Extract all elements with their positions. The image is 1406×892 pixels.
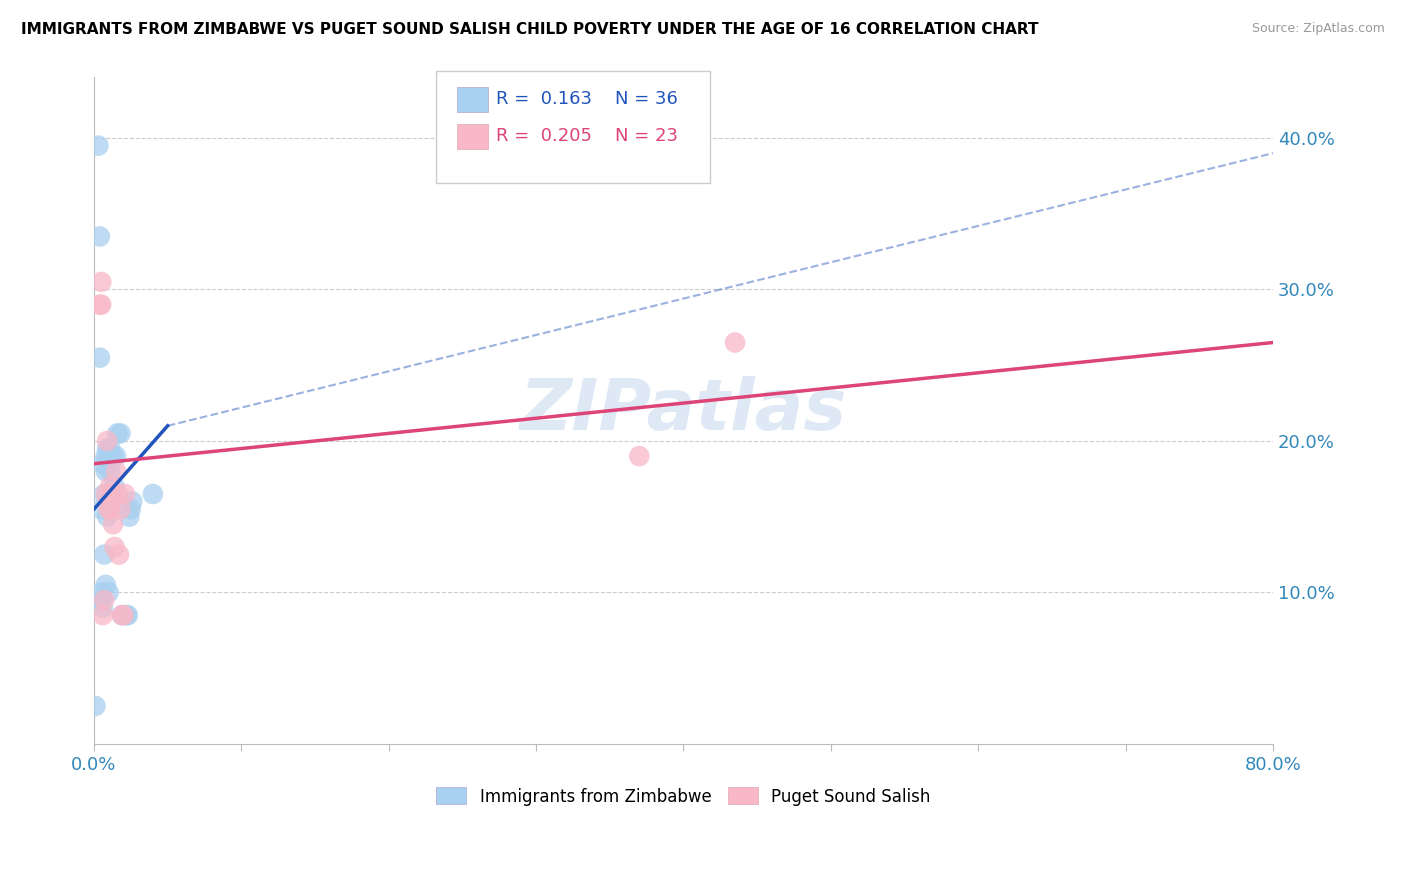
- Legend: Immigrants from Zimbabwe, Puget Sound Salish: Immigrants from Zimbabwe, Puget Sound Sa…: [430, 780, 938, 813]
- Text: R =  0.163    N = 36: R = 0.163 N = 36: [496, 90, 678, 108]
- Point: [100, 494, 122, 508]
- Point: [91, 608, 114, 623]
- Point: [93, 593, 115, 607]
- Point: [101, 449, 124, 463]
- Point: [115, 608, 138, 623]
- Text: ZIPatlas: ZIPatlas: [520, 376, 848, 445]
- Text: Source: ZipAtlas.com: Source: ZipAtlas.com: [1251, 22, 1385, 36]
- Point: [90, 275, 112, 289]
- Point: [94, 464, 117, 478]
- Point: [87, 138, 110, 153]
- Point: [89, 229, 111, 244]
- Point: [110, 426, 132, 441]
- Point: [110, 502, 132, 516]
- Point: [94, 449, 117, 463]
- Point: [91, 457, 114, 471]
- Point: [94, 487, 117, 501]
- Point: [107, 487, 129, 501]
- Point: [96, 442, 118, 456]
- Point: [105, 449, 128, 463]
- Point: [100, 502, 122, 516]
- Point: [97, 449, 120, 463]
- Point: [98, 479, 121, 493]
- Point: [96, 434, 118, 448]
- Point: [107, 426, 129, 441]
- Point: [89, 351, 111, 365]
- Point: [112, 608, 135, 623]
- Point: [97, 502, 120, 516]
- Point: [98, 464, 121, 478]
- Point: [98, 442, 121, 456]
- Point: [724, 335, 747, 350]
- Point: [90, 298, 112, 312]
- Point: [121, 494, 143, 508]
- Point: [98, 502, 121, 516]
- Point: [142, 487, 165, 501]
- Point: [90, 593, 112, 607]
- Point: [89, 298, 111, 312]
- Text: R =  0.205    N = 23: R = 0.205 N = 23: [496, 128, 678, 145]
- Point: [118, 509, 141, 524]
- Point: [111, 608, 134, 623]
- Point: [105, 464, 128, 478]
- Point: [91, 600, 114, 615]
- Point: [103, 540, 125, 554]
- Point: [103, 479, 125, 493]
- Point: [117, 608, 139, 623]
- Point: [108, 548, 131, 562]
- Point: [90, 585, 112, 599]
- Point: [96, 509, 118, 524]
- Point: [97, 494, 120, 508]
- Text: IMMIGRANTS FROM ZIMBABWE VS PUGET SOUND SALISH CHILD POVERTY UNDER THE AGE OF 16: IMMIGRANTS FROM ZIMBABWE VS PUGET SOUND …: [21, 22, 1039, 37]
- Point: [97, 585, 120, 599]
- Point: [114, 487, 136, 501]
- Point: [94, 578, 117, 592]
- Point: [628, 449, 651, 463]
- Point: [93, 548, 115, 562]
- Point: [100, 487, 122, 501]
- Point: [120, 502, 142, 516]
- Point: [101, 517, 124, 532]
- Point: [84, 699, 107, 714]
- Point: [93, 487, 115, 501]
- Point: [90, 502, 112, 516]
- Point: [112, 608, 135, 623]
- Point: [111, 608, 134, 623]
